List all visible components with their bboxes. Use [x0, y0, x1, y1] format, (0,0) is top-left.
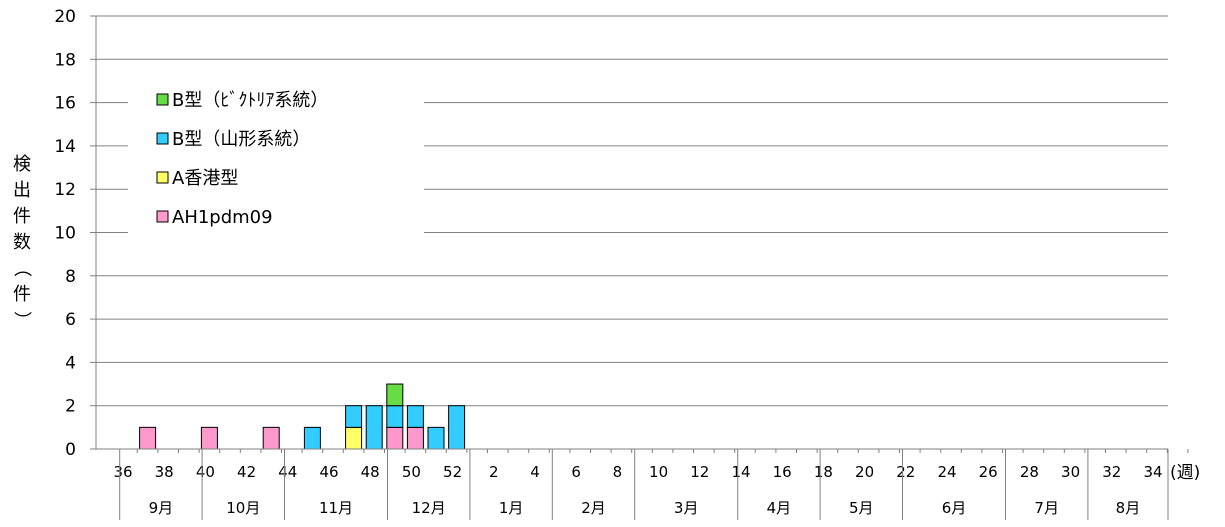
month-label: 4月 [767, 499, 792, 517]
month-label: 6月 [942, 499, 967, 517]
x-tick-label: 30 [1061, 463, 1080, 481]
y-axis-title-char: 出 [13, 180, 31, 201]
bar-segment [427, 426, 445, 450]
x-tick-label: 12 [690, 463, 709, 481]
month-label: 5月 [849, 499, 874, 517]
x-tick-label: 22 [896, 463, 915, 481]
bar-segment [262, 426, 280, 450]
y-axis-title-char: 検 [13, 154, 31, 175]
legend-label: B型（山形系統） [172, 129, 310, 150]
y-tick-label: 4 [65, 353, 76, 373]
month-label: 10月 [226, 499, 260, 517]
x-tick-label: 26 [979, 463, 998, 481]
y-tick-label: 2 [65, 397, 76, 417]
y-tick-label: 12 [54, 180, 76, 200]
month-label: 2月 [581, 499, 606, 517]
bar-segment [448, 405, 466, 450]
legend: B型（ﾋﾞｸﾄﾘｱ系統） B型（山形系統） A香港型 AH1pdm09 [128, 82, 424, 242]
x-tick-label: 44 [278, 463, 297, 481]
x-tick-label: 8 [613, 463, 623, 481]
bar-segment [386, 405, 404, 428]
x-tick-label: 18 [814, 463, 833, 481]
bar-segment [139, 426, 157, 450]
bar-segment [303, 426, 321, 450]
month-label: 1月 [499, 499, 524, 517]
y-axis-title-char: ） [11, 311, 32, 329]
x-tick-label: 16 [773, 463, 792, 481]
x-tick-label: 42 [237, 463, 256, 481]
x-tick-label: 28 [1020, 463, 1039, 481]
y-tick-label: 18 [54, 50, 76, 70]
legend-label: A香港型 [172, 168, 238, 189]
x-tick-label: 50 [402, 463, 421, 481]
x-tick-label: 38 [155, 463, 174, 481]
bar-segment [200, 426, 218, 450]
y-tick-label: 14 [54, 137, 76, 157]
bar-segment [406, 405, 424, 428]
month-label: 11月 [319, 499, 353, 517]
x-tick-label: 2 [489, 463, 499, 481]
legend-swatch [156, 210, 169, 223]
bar-segment [406, 426, 424, 450]
y-tick-label: 0 [65, 440, 76, 460]
bar-segment [386, 383, 404, 407]
month-label: 7月 [1034, 499, 1059, 517]
y-tick-label: 6 [65, 310, 76, 330]
x-tick-label: 34 [1143, 463, 1162, 481]
x-tick-label: 6 [571, 463, 581, 481]
x-tick-label: 10 [649, 463, 668, 481]
x-tick-label: 46 [319, 463, 338, 481]
legend-label: AH1pdm09 [172, 207, 273, 228]
month-label: 3月 [674, 499, 699, 517]
bar-segment [386, 426, 404, 450]
x-axis-title: (週) [1170, 463, 1200, 483]
y-tick-label: 10 [54, 224, 76, 244]
bar-segment [365, 405, 383, 450]
legend-label: B型（ﾋﾞｸﾄﾘｱ系統） [172, 90, 328, 111]
legend-swatch [156, 132, 169, 145]
x-tick-label: 36 [113, 463, 132, 481]
x-tick-label: 52 [443, 463, 462, 481]
legend-background [128, 82, 424, 242]
y-tick-label: 20 [54, 7, 76, 27]
month-label: 12月 [412, 499, 446, 517]
month-label: 9月 [149, 499, 174, 517]
x-tick-label: 32 [1102, 463, 1121, 481]
bar-segment [345, 405, 363, 428]
y-axis-title-char: 数 [13, 232, 31, 253]
legend-swatch [156, 93, 169, 106]
y-axis-title-char: （ [11, 259, 32, 277]
bar-segment [345, 426, 363, 450]
bars [139, 383, 466, 450]
y-tick-label: 16 [54, 94, 76, 114]
x-tick-label: 14 [731, 463, 750, 481]
x-tick-label: 48 [361, 463, 380, 481]
y-axis-title-char: 件 [13, 206, 31, 227]
x-tick-label: 24 [937, 463, 956, 481]
legend-swatch [156, 171, 169, 184]
y-axis-title-char: 件 [13, 284, 31, 305]
y-tick-label: 8 [65, 267, 76, 287]
x-tick-label: 40 [196, 463, 215, 481]
x-tick-label: 20 [855, 463, 874, 481]
x-tick-label: 4 [530, 463, 540, 481]
month-label: 8月 [1116, 499, 1141, 517]
